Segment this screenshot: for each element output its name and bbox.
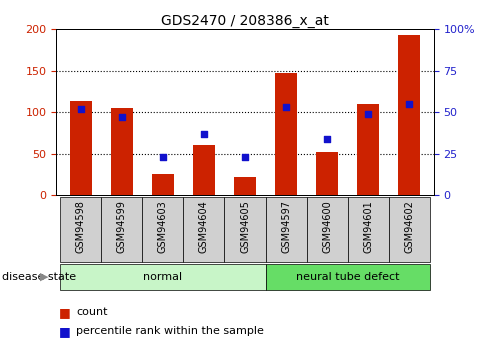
Text: GSM94598: GSM94598	[76, 200, 86, 253]
Bar	[266, 197, 307, 262]
Text: ■: ■	[59, 325, 71, 338]
Point	[364, 111, 372, 117]
Text: GSM94604: GSM94604	[199, 200, 209, 253]
Bar	[193, 145, 215, 195]
Text: ▶: ▶	[40, 272, 49, 282]
Text: GSM94605: GSM94605	[240, 200, 250, 253]
Bar	[307, 197, 347, 262]
Point	[323, 136, 331, 141]
Bar	[316, 152, 338, 195]
Bar	[234, 177, 256, 195]
Text: percentile rank within the sample: percentile rank within the sample	[76, 326, 264, 336]
Bar	[101, 197, 143, 262]
Bar	[60, 197, 101, 262]
Bar	[152, 174, 174, 195]
Bar	[111, 108, 133, 195]
Text: count: count	[76, 307, 107, 317]
Text: disease state: disease state	[2, 272, 76, 282]
Bar	[60, 264, 266, 290]
Bar	[275, 73, 297, 195]
Point	[282, 105, 290, 110]
Text: GSM94600: GSM94600	[322, 200, 332, 253]
Bar	[70, 101, 92, 195]
Bar	[266, 264, 430, 290]
Point	[118, 114, 126, 120]
Point	[405, 101, 413, 107]
Text: neural tube defect: neural tube defect	[296, 272, 399, 282]
Bar	[357, 104, 379, 195]
Text: GSM94597: GSM94597	[281, 200, 291, 253]
Point	[200, 131, 208, 136]
Point	[77, 106, 85, 111]
Text: normal: normal	[144, 272, 183, 282]
Bar	[389, 197, 430, 262]
Bar	[398, 35, 420, 195]
Bar	[183, 197, 224, 262]
Text: GSM94603: GSM94603	[158, 200, 168, 253]
Point	[241, 154, 249, 160]
Bar	[347, 197, 389, 262]
Text: GSM94599: GSM94599	[117, 200, 127, 253]
Bar	[143, 197, 183, 262]
Bar	[224, 197, 266, 262]
Text: ■: ■	[59, 306, 71, 319]
Title: GDS2470 / 208386_x_at: GDS2470 / 208386_x_at	[161, 14, 329, 28]
Text: GSM94602: GSM94602	[404, 200, 414, 253]
Text: GSM94601: GSM94601	[363, 200, 373, 253]
Point	[159, 154, 167, 160]
